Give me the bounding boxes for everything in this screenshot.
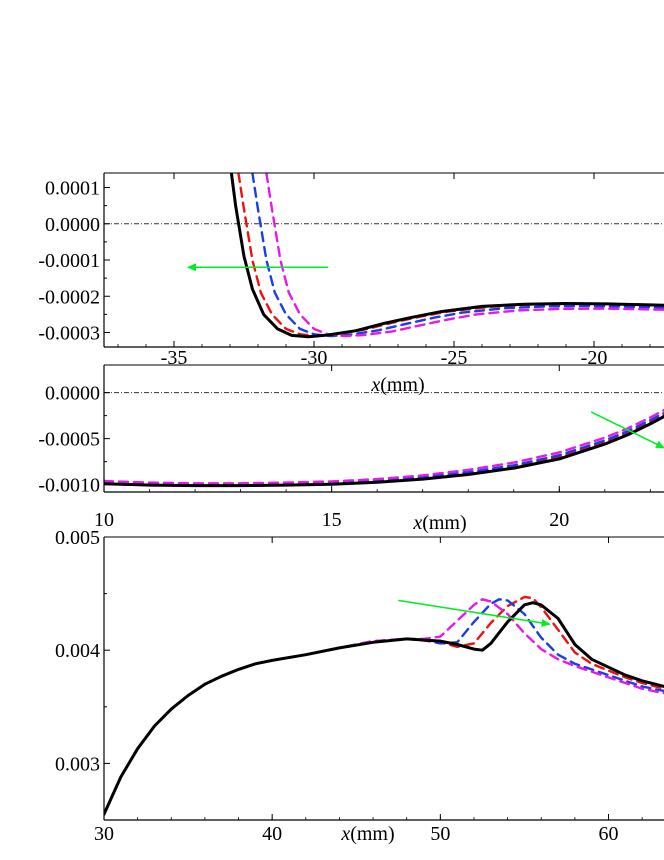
series-line-4 — [265, 173, 664, 338]
y-tick-label: 0.005 — [55, 527, 100, 549]
panel-3: 0.005 0.004 0.003 30 40 50 60 x(mm) — [55, 527, 664, 845]
x-tick-label: 40 — [262, 823, 282, 845]
series-group — [229, 173, 664, 339]
series-line-3 — [251, 173, 664, 338]
x-tick-label: 30 — [94, 823, 114, 845]
x-axis-label: x(mm) — [370, 374, 424, 396]
series-line-1 — [104, 415, 664, 488]
trend-arrow — [590, 411, 664, 449]
series-group — [104, 408, 664, 488]
x-axis-label: x(mm) — [412, 512, 466, 534]
y-tick-label: -0.0005 — [38, 429, 100, 451]
series-line-1 — [104, 601, 664, 816]
x-tick-label: -30 — [301, 347, 328, 369]
series-line-1 — [229, 173, 664, 339]
y-tick-label: 0.0001 — [45, 178, 100, 200]
x-tick-label: 10 — [94, 509, 114, 531]
y-tick-label: -0.0010 — [38, 475, 100, 497]
panel-1: 0.0001 0.0000 -0.0001 -0.0002 -0.0003 -35 -30 -… — [38, 172, 664, 396]
y-tick-label: 0.003 — [55, 753, 100, 775]
series-line-3 — [104, 411, 664, 486]
series-line-4 — [104, 408, 664, 485]
x-tick-label: 20 — [549, 509, 569, 531]
y-tick-label: -0.0002 — [38, 286, 100, 308]
x-tick-label: 15 — [322, 509, 342, 531]
series-line-2 — [104, 595, 664, 816]
series-line-2 — [104, 413, 664, 487]
x-tick-label: -20 — [581, 347, 608, 369]
series-group — [104, 595, 664, 816]
y-tick-label: -0.0001 — [38, 250, 100, 272]
x-tick-label: 60 — [599, 823, 619, 845]
y-tick-label: 0.004 — [55, 640, 100, 662]
x-tick-label: -25 — [441, 347, 468, 369]
trend-arrow — [398, 599, 551, 627]
y-tick-label: 0.0000 — [45, 383, 100, 405]
y-tick-label: -0.0003 — [38, 323, 100, 345]
series-line-4 — [104, 598, 664, 816]
x-tick-label: -35 — [161, 347, 188, 369]
y-tick-label: 0.0000 — [45, 214, 100, 236]
panel-2: 0.0000 -0.0005 -0.0010 10 15 20 x(mm) — [38, 364, 664, 534]
series-line-3 — [104, 598, 664, 816]
x-axis-label: x(mm) — [340, 823, 394, 845]
x-tick-label: 50 — [430, 823, 450, 845]
